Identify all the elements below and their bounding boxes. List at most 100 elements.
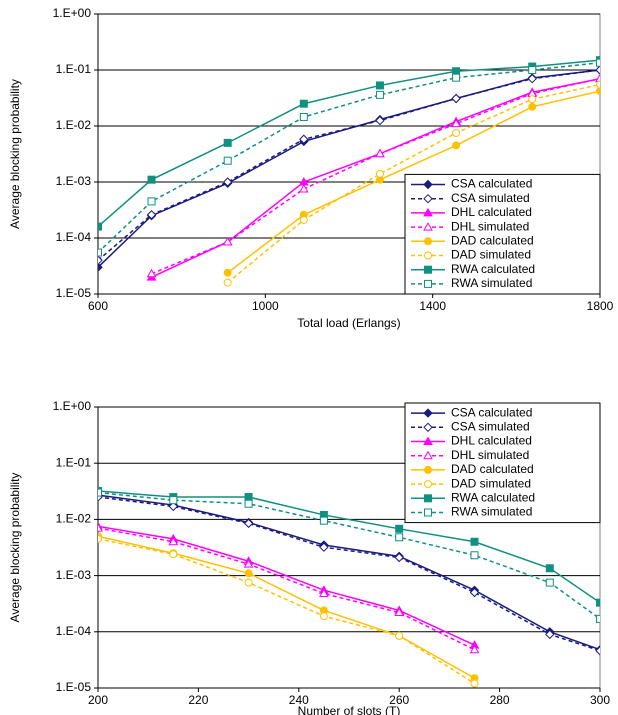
x-tick-label: 300 <box>590 693 610 707</box>
marker <box>424 480 432 489</box>
x-tick-label: 200 <box>88 693 108 707</box>
marker <box>528 66 537 74</box>
marker <box>451 118 461 128</box>
legend-label: DAD calculated <box>451 233 534 247</box>
series-line <box>98 494 600 651</box>
marker <box>424 279 432 288</box>
y-tick-label: 1.E-02 <box>56 118 92 132</box>
marker <box>452 141 461 150</box>
legend-label: CSA calculated <box>451 405 532 419</box>
legend-label: DAD simulated <box>451 476 531 490</box>
series-line <box>227 90 600 274</box>
marker <box>299 134 309 144</box>
marker <box>244 493 253 502</box>
plot <box>98 56 600 287</box>
x-tick-label: 1800 <box>587 299 614 313</box>
y-tick-label: 1.E-02 <box>56 512 92 526</box>
y-tick-label: 1.E-05 <box>56 286 92 300</box>
legend-label: RWA simulated <box>451 505 532 519</box>
marker <box>452 73 461 82</box>
marker <box>98 488 102 497</box>
marker <box>223 138 232 147</box>
x-axis-title: Number of slots (T) <box>298 704 401 715</box>
marker <box>595 73 600 83</box>
marker <box>223 268 232 277</box>
marker <box>98 248 102 257</box>
marker <box>469 587 480 598</box>
marker <box>244 569 253 578</box>
marker <box>527 73 537 84</box>
marker <box>299 112 308 121</box>
x-tick-label: 280 <box>490 693 510 707</box>
series-line <box>98 69 600 261</box>
marker <box>545 578 554 587</box>
marker <box>423 422 433 433</box>
marker <box>469 644 480 654</box>
marker <box>424 465 432 474</box>
marker <box>375 81 384 90</box>
marker <box>596 614 600 623</box>
marker <box>98 523 103 532</box>
x-tick-label: 1000 <box>252 299 279 313</box>
marker <box>244 578 253 587</box>
marker <box>596 598 600 607</box>
series-line <box>98 525 475 646</box>
x-tick-label: 220 <box>188 693 208 707</box>
marker <box>470 679 479 688</box>
y-tick-label: 1.E-05 <box>56 680 92 694</box>
y-tick-label: 1.E+00 <box>53 6 92 20</box>
marker <box>528 102 537 111</box>
x-tick-label: 260 <box>389 693 409 707</box>
marker <box>222 236 233 246</box>
marker <box>596 80 600 89</box>
marker <box>596 87 600 96</box>
series-line <box>98 496 600 652</box>
marker <box>299 99 308 108</box>
marker <box>451 93 461 104</box>
marker <box>423 193 433 204</box>
marker <box>596 58 600 67</box>
marker <box>423 436 433 445</box>
marker <box>223 156 232 165</box>
marker <box>545 629 555 640</box>
marker <box>395 533 404 542</box>
marker <box>169 550 178 559</box>
marker <box>375 148 385 158</box>
series-line <box>98 535 475 679</box>
legend-label: DAD calculated <box>451 462 534 476</box>
legend-label: CSA calculated <box>451 177 532 191</box>
legend-label: CSA simulated <box>451 191 530 205</box>
marker <box>168 536 179 546</box>
y-tick-label: 1.E-01 <box>56 62 92 76</box>
marker <box>595 646 600 656</box>
series-line <box>98 527 475 651</box>
marker <box>222 177 233 187</box>
marker <box>375 169 384 178</box>
marker <box>424 508 432 517</box>
legend-label: DHL calculated <box>451 205 532 219</box>
marker <box>424 237 432 246</box>
series-line <box>98 491 600 620</box>
marker <box>528 95 537 104</box>
marker <box>298 183 309 193</box>
series-line <box>98 61 600 254</box>
marker <box>470 551 479 560</box>
marker <box>169 496 178 505</box>
marker <box>452 128 461 137</box>
marker <box>424 265 432 274</box>
marker <box>423 179 433 190</box>
legend-label: RWA calculated <box>451 262 535 276</box>
x-axis-title: Total load (Erlangs) <box>297 316 400 330</box>
marker <box>223 278 232 287</box>
marker <box>98 534 102 543</box>
marker <box>147 197 156 206</box>
marker <box>98 255 103 265</box>
y-tick-label: 1.E-04 <box>56 624 92 638</box>
marker <box>168 501 179 512</box>
marker <box>319 588 329 598</box>
y-tick-label: 1.E-01 <box>56 455 92 469</box>
